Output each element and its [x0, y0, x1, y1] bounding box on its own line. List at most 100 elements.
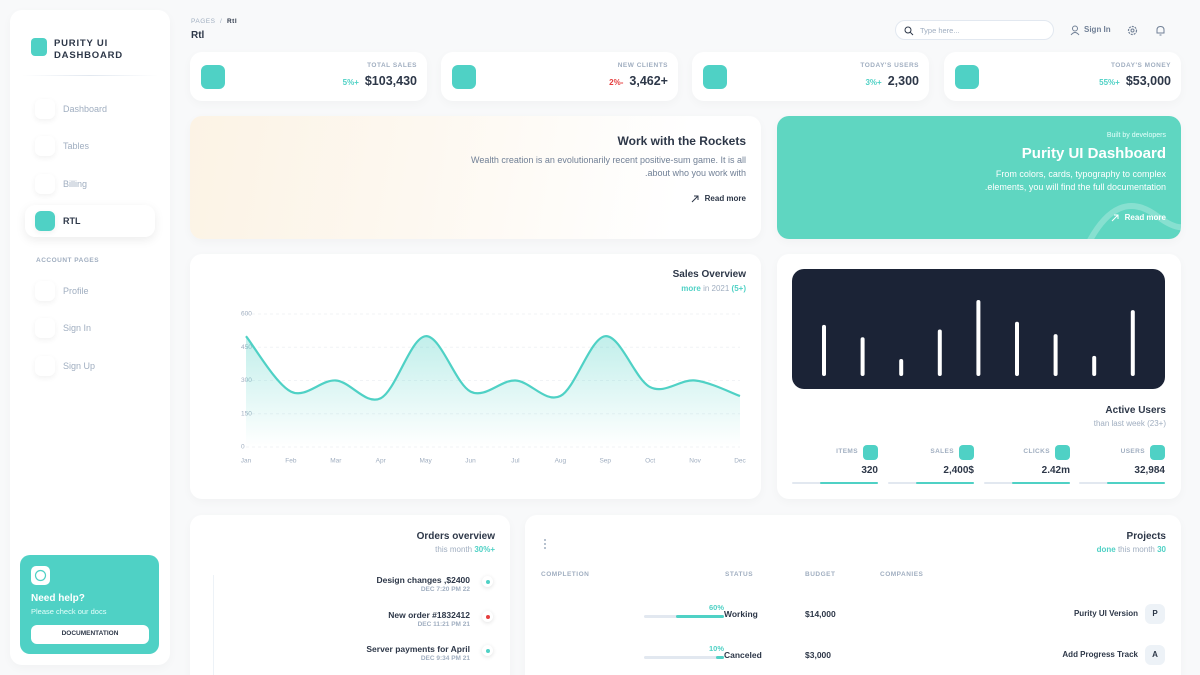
stat-value: 2.42m — [1041, 465, 1070, 476]
order-date: DEC 9:34 PM 21 — [420, 655, 470, 662]
bell-icon[interactable] — [1155, 25, 1166, 36]
line — [245, 335, 741, 401]
subtitle-count: 30 — [1157, 545, 1166, 554]
subtitle-change: (5+) — [731, 284, 746, 293]
x-tick-label: May — [419, 458, 432, 465]
nav-item[interactable]: Sign Up — [25, 350, 155, 382]
status: Working — [724, 609, 758, 619]
chart-title: Active Users — [1105, 405, 1166, 416]
stat-change: 5%+ — [342, 78, 359, 87]
stat-value: 32,984 — [1134, 465, 1165, 476]
search-box[interactable]: Type here... — [895, 20, 1054, 40]
x-tick-label: Jul — [511, 458, 520, 465]
budget: $14,000 — [805, 609, 836, 619]
decoration — [1087, 203, 1181, 239]
nav-item[interactable]: Profile — [25, 275, 155, 307]
settings-icon[interactable] — [1127, 25, 1138, 36]
stat-icon — [452, 65, 476, 89]
kicker: Built by developers — [1106, 132, 1166, 139]
documentation-button[interactable]: DOCUMENTATION — [31, 625, 149, 644]
breadcrumb: PAGES / Rtl — [191, 18, 237, 26]
stat-value: 2,400$ — [943, 465, 974, 476]
help-title: Need help? — [31, 593, 85, 604]
nav-icon — [35, 281, 55, 301]
nav-item[interactable]: Dashboard — [25, 93, 155, 125]
read-more[interactable]: Read more — [1124, 213, 1166, 222]
nav-item[interactable]: RTL — [25, 205, 155, 237]
order-dot — [482, 645, 493, 656]
completion-label: 60% — [708, 603, 724, 612]
bar-chart — [792, 269, 1165, 389]
bar — [937, 329, 942, 376]
status: Canceled — [724, 650, 762, 660]
x-tick-label: Jan — [241, 458, 252, 465]
read-more[interactable]: Read more — [704, 194, 746, 203]
card-title: Projects — [1126, 531, 1166, 542]
brand: PURITY UI DASHBOARD — [54, 38, 123, 61]
stat-row: 2%- 3,462+ — [609, 75, 668, 88]
user-icon — [1070, 25, 1080, 36]
breadcrumb-item[interactable]: PAGES — [191, 18, 216, 25]
breadcrumb-sep: / — [220, 18, 223, 25]
stat-icon — [955, 65, 979, 89]
bar — [1130, 310, 1135, 376]
bar — [976, 300, 981, 376]
order-dot-core — [485, 648, 490, 653]
company-name: Purity UI Version — [1073, 609, 1138, 618]
nav-label: Sign Up — [63, 361, 96, 371]
search-icon — [904, 26, 914, 36]
chart-subtitle: than last week (23+) — [1093, 419, 1166, 428]
card-title: Work with the Rockets — [617, 134, 746, 148]
budget: $3,000 — [805, 650, 831, 660]
x-tick-label: Sep — [599, 458, 611, 465]
timeline-line — [213, 575, 214, 675]
page-title: Rtl — [191, 30, 205, 41]
nav-item[interactable]: Sign In — [25, 312, 155, 344]
subtitle-text: this month — [435, 545, 473, 554]
column-header: COMPANIES — [880, 571, 924, 578]
stat-value: $103,430 — [364, 74, 417, 88]
stat-label: NEW CLIENTS — [617, 62, 668, 69]
stat-icon — [959, 445, 974, 460]
bar — [1092, 355, 1097, 376]
search-placeholder: Type here... — [920, 26, 960, 35]
nav-label: Tables — [63, 141, 90, 151]
stat-icon — [703, 65, 727, 89]
nav-icon — [35, 99, 55, 119]
logo — [31, 38, 47, 56]
order-title: New order #1832412 — [388, 610, 470, 620]
subtitle-highlight: more — [681, 284, 701, 293]
stat-change: 55%+ — [1099, 78, 1120, 87]
x-tick-label: Nov — [689, 458, 701, 465]
stat-label: USERS — [1120, 448, 1145, 455]
stat-value: 320 — [861, 465, 878, 476]
nav-icon — [35, 136, 55, 156]
bar — [899, 358, 904, 376]
nav-icon — [35, 356, 55, 376]
stat-value: 3,462+ — [629, 74, 668, 88]
nav-icon — [35, 174, 55, 194]
card-title: Orders overview — [416, 531, 495, 542]
order-date: DEC 7:20 PM 22 — [420, 586, 470, 593]
sign-in-link[interactable]: Sign In — [1084, 25, 1111, 34]
rockets-card: Work with the Rockets Wealth creation is… — [190, 116, 761, 239]
help-glyph — [34, 569, 47, 582]
stat-change: 3%+ — [865, 78, 882, 87]
orders-card: Orders overview this month 30%+ Design c… — [190, 515, 510, 675]
nav-icon — [35, 211, 55, 231]
nav-item[interactable]: Tables — [25, 130, 155, 162]
projects-card: Projects done this month 30 COMPLETION ST… — [525, 515, 1181, 675]
nav-item[interactable]: Billing — [25, 168, 155, 200]
completion-label: 10% — [708, 644, 724, 653]
stat-card: TODAY'S USERS 3%+ 2,300 — [692, 52, 929, 101]
subtitle-text: this month — [1117, 545, 1155, 554]
stat-value: 2,300 — [887, 74, 919, 88]
bar — [860, 337, 865, 376]
promo-card: Built by developers Purity UI Dashboard … — [777, 116, 1181, 239]
order-dot — [482, 611, 493, 622]
progress-fill — [1107, 482, 1165, 484]
menu-icon[interactable] — [543, 538, 547, 550]
column-header: STATUS — [725, 571, 754, 578]
x-tick-label: Aug — [555, 458, 567, 465]
